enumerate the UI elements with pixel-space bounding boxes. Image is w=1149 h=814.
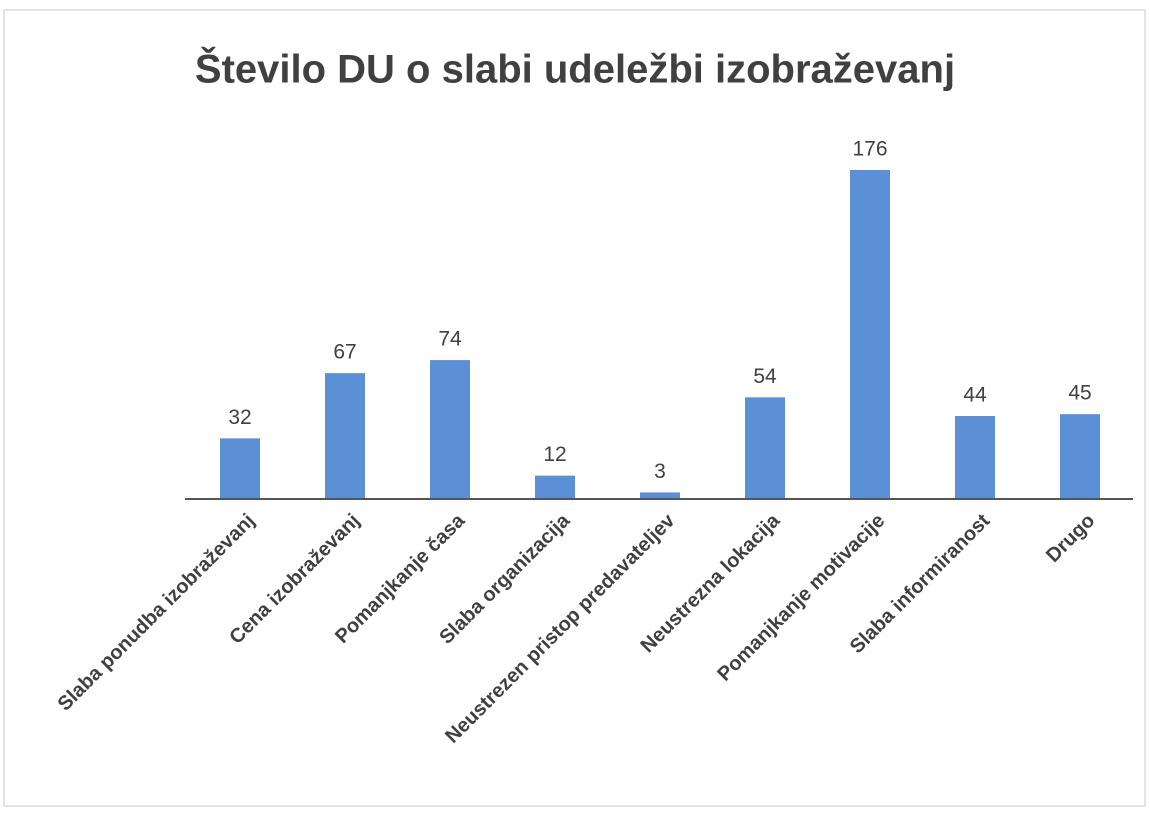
data-label: 44 <box>963 384 987 407</box>
x-tick-label: Neustrezen pristop predavateljev <box>441 509 680 748</box>
data-label: 176 <box>852 138 887 161</box>
x-tick-label: Pomanjkanje motivacije <box>713 510 889 686</box>
bar <box>745 397 785 498</box>
bar <box>430 360 470 498</box>
bar <box>850 170 890 498</box>
bar <box>220 438 260 498</box>
data-label: 54 <box>753 365 777 388</box>
data-label: 45 <box>1068 382 1091 405</box>
data-label: 67 <box>333 341 356 364</box>
data-label: 32 <box>228 406 251 429</box>
data-label: 74 <box>438 328 462 351</box>
bar <box>325 373 365 498</box>
bar <box>535 475 575 498</box>
bar <box>1060 414 1100 498</box>
bar <box>640 492 680 498</box>
data-label: 12 <box>543 443 566 466</box>
bar <box>955 416 995 498</box>
x-tick-label: Slaba ponudba izobraževanj <box>54 510 260 716</box>
chart-border <box>3 9 1146 807</box>
data-label: 3 <box>654 460 666 483</box>
chart-title: Število DU o slabi udeležbi izobraževanj <box>195 46 955 92</box>
x-tick-label: Drugo <box>1042 510 1099 567</box>
